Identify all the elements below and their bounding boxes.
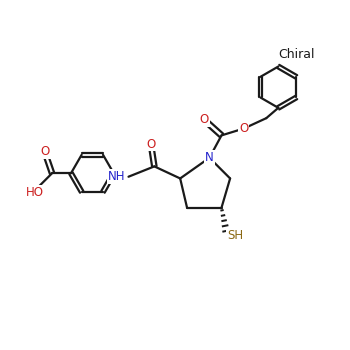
Text: HO: HO xyxy=(26,186,44,199)
Text: O: O xyxy=(239,122,248,135)
Text: O: O xyxy=(41,145,50,158)
Text: NH: NH xyxy=(108,170,126,183)
Text: SH: SH xyxy=(227,229,243,242)
Text: O: O xyxy=(146,138,155,150)
Text: N: N xyxy=(205,151,214,164)
Text: Chiral: Chiral xyxy=(278,48,315,61)
Text: O: O xyxy=(199,113,209,126)
